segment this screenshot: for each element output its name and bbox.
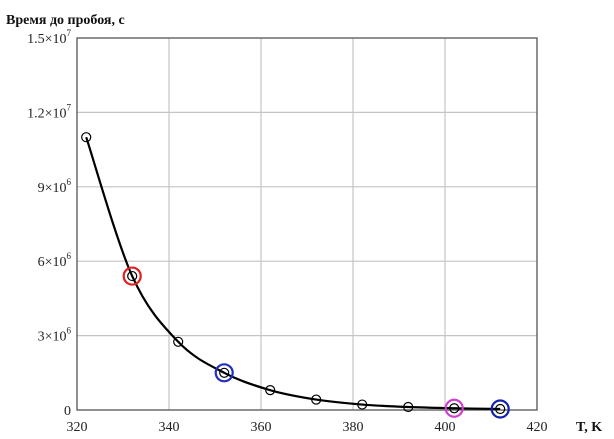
highlighted-points bbox=[122, 266, 510, 419]
data-point bbox=[127, 270, 138, 282]
plot-border bbox=[76, 37, 538, 411]
y-tick-label: 3×106 bbox=[38, 326, 72, 345]
series-line-group bbox=[85, 136, 501, 411]
series-line bbox=[85, 136, 501, 411]
data-point bbox=[81, 132, 92, 143]
x-tick-label: 320 bbox=[67, 420, 88, 435]
x-tick-label: 380 bbox=[343, 420, 364, 435]
data-point bbox=[403, 401, 414, 413]
highlighted-point-marker bbox=[122, 266, 142, 286]
plot-frame bbox=[76, 37, 538, 411]
data-point bbox=[219, 367, 230, 378]
data-point bbox=[173, 336, 184, 347]
data-point bbox=[449, 403, 460, 414]
data-point bbox=[357, 399, 368, 410]
y-tick-label: 6×106 bbox=[38, 251, 72, 270]
data-point bbox=[311, 394, 322, 405]
data-point bbox=[495, 403, 506, 415]
y-tick-label: 1.5×107 bbox=[27, 28, 71, 47]
highlighted-point-marker bbox=[444, 398, 464, 418]
x-tick-label: 400 bbox=[435, 420, 456, 435]
highlighted-point-marker bbox=[490, 399, 510, 419]
x-axis-title: T, K bbox=[576, 420, 602, 435]
gridlines bbox=[77, 38, 537, 410]
y-tick-label: 0 bbox=[64, 404, 71, 419]
data-point bbox=[265, 385, 276, 396]
x-tick-label: 340 bbox=[159, 420, 180, 435]
y-tick-label: 9×106 bbox=[38, 177, 72, 196]
y-tick-labels: 0 3×106 6×106 9×106 1.2×107 1.5×107 bbox=[27, 28, 71, 419]
x-tick-label: 420 bbox=[527, 420, 548, 435]
data-points bbox=[81, 132, 506, 415]
y-tick-label: 1.2×107 bbox=[27, 102, 71, 121]
x-tick-labels: 320 340 360 380 400 420 bbox=[67, 420, 548, 435]
y-axis-title: Время до пробоя, с bbox=[6, 13, 125, 28]
x-tick-label: 360 bbox=[251, 420, 272, 435]
highlighted-point-marker bbox=[214, 363, 234, 383]
